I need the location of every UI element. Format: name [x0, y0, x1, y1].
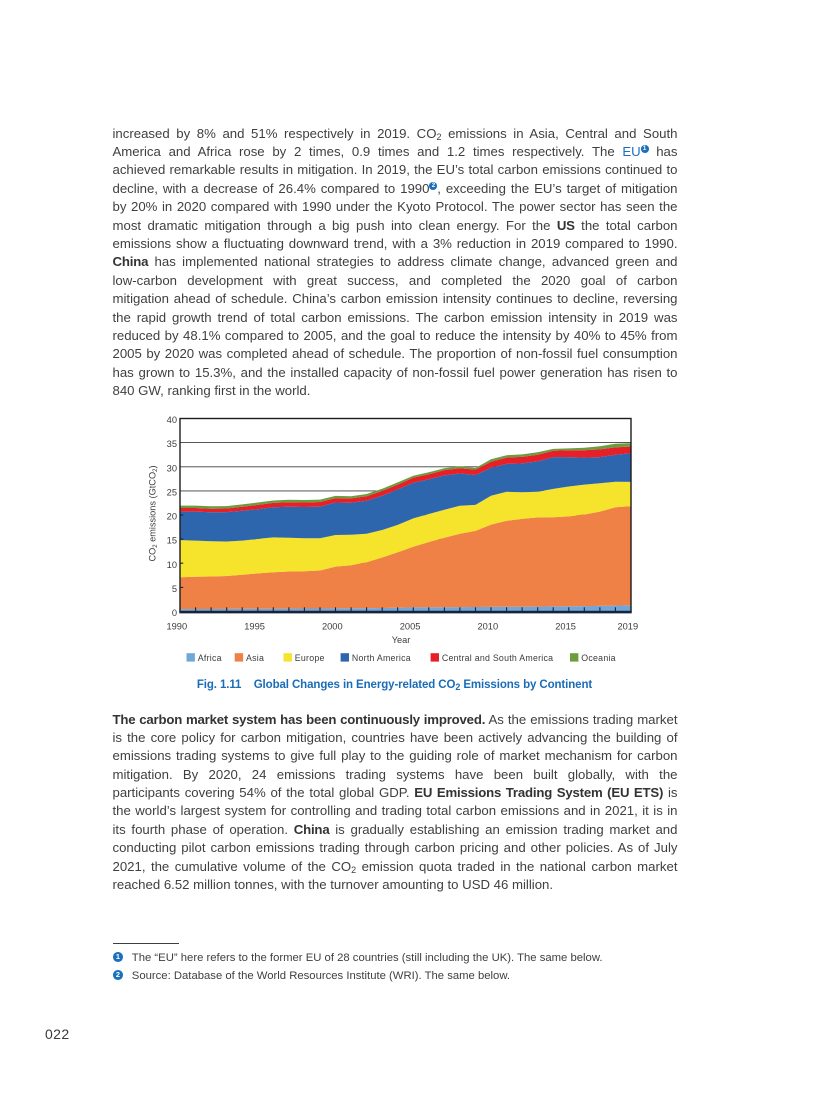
svg-text:1995: 1995: [244, 622, 265, 632]
svg-text:2015: 2015: [555, 622, 576, 632]
svg-text:2000: 2000: [322, 622, 343, 632]
svg-text:Year: Year: [392, 635, 411, 645]
svg-text:35: 35: [167, 439, 177, 449]
svg-text:10: 10: [167, 560, 177, 570]
svg-text:Central and South America: Central and South America: [442, 653, 553, 663]
svg-text:2019: 2019: [617, 622, 638, 632]
svg-text:Asia: Asia: [246, 653, 264, 663]
svg-text:5: 5: [172, 584, 177, 594]
svg-text:25: 25: [167, 488, 177, 498]
svg-text:0: 0: [172, 608, 177, 618]
svg-text:30: 30: [167, 463, 177, 473]
svg-text:20: 20: [167, 512, 177, 522]
svg-text:CO2 emissions (GtCO2): CO2 emissions (GtCO2): [147, 465, 159, 561]
svg-text:North America: North America: [352, 653, 411, 663]
svg-text:Europe: Europe: [295, 653, 325, 663]
svg-text:Oceania: Oceania: [581, 653, 616, 663]
svg-text:1990: 1990: [166, 622, 187, 632]
svg-text:Africa: Africa: [198, 653, 222, 663]
svg-text:40: 40: [167, 415, 177, 425]
svg-text:2010: 2010: [477, 622, 498, 632]
svg-text:15: 15: [167, 536, 177, 546]
svg-text:2005: 2005: [400, 622, 421, 632]
